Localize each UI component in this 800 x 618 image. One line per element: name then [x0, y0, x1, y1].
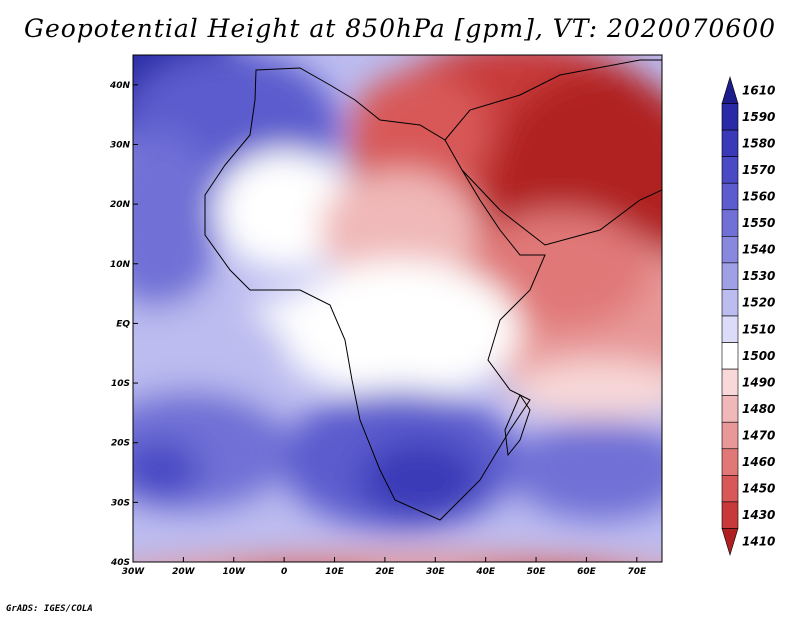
y-tick-label: 10S [111, 379, 130, 389]
x-tick-label: 10E [325, 567, 345, 577]
x-axis: 30W 20W 10W 0 10E 20E 30E 40E 50E 60E 70E [122, 557, 647, 577]
colorbar-label: 1550 [742, 216, 775, 230]
colorbar-label: 1540 [742, 243, 775, 257]
colorbar-swatch [721, 528, 739, 557]
y-tick-label: 30N [110, 140, 131, 150]
colorbar-label: 1490 [742, 375, 775, 389]
colorbar-swatch [721, 315, 739, 343]
grads-credit: GrADS: IGES/COLA [6, 604, 93, 614]
colorbar-swatch [721, 209, 739, 237]
colorbar-label: 1410 [742, 535, 775, 549]
y-tick-label: 20N [110, 200, 131, 210]
x-tick-label: 10W [223, 567, 247, 577]
colorbar-label: 1430 [742, 508, 775, 522]
x-tick-label: 70E [627, 567, 647, 577]
colorbar-label: 1580 [742, 136, 775, 150]
y-tick-label: 40N [109, 81, 131, 91]
x-tick-label: 20E [376, 567, 396, 577]
x-tick-label: 20W [172, 567, 196, 577]
colorbar-swatch [721, 395, 739, 423]
colorbar-swatch [721, 75, 739, 104]
y-tick-label: 20S [111, 439, 130, 449]
colorbar-swatch [721, 103, 739, 131]
colorbar-swatch [721, 448, 739, 476]
colorbar-swatch [721, 129, 739, 157]
colorbar-swatch [721, 289, 739, 317]
x-tick-label: 40E [475, 567, 496, 577]
coastlines [204, 59, 662, 521]
x-tick-label: 30E [426, 567, 446, 577]
y-tick-label: 30S [111, 498, 130, 508]
colorbar-label: 1510 [742, 322, 775, 336]
colorbar: 1610 1590 1580 1570 1560 1550 1540 1530 1520 1510… [721, 75, 775, 557]
colorbar-label: 1480 [742, 402, 775, 416]
colorbar-label: 1530 [742, 269, 775, 283]
map-title: Geopotential Height at 850hPa [gpm], VT:… [23, 14, 777, 43]
colorbar-swatch [721, 342, 739, 370]
colorbar-swatch [721, 501, 739, 529]
colorbar-label: 1470 [742, 429, 775, 443]
colorbar-swatch [721, 421, 739, 450]
colorbar-swatch [721, 182, 739, 211]
x-tick-label: 50E [527, 567, 547, 577]
colorbar-label: 1560 [742, 190, 775, 204]
y-tick-label: 10N [110, 260, 131, 270]
colorbar-label: 1460 [742, 455, 775, 469]
colorbar-label: 1450 [742, 482, 775, 496]
colorbar-swatch [721, 156, 739, 184]
colorbar-swatch [721, 236, 739, 264]
colorbar-label: 1590 [742, 110, 775, 124]
height-field [133, 55, 662, 562]
map-frame [132, 54, 663, 563]
colorbar-label: 1520 [742, 296, 775, 310]
y-tick-label: 40S [110, 558, 130, 568]
colorbar-label: 1610 [742, 83, 775, 97]
y-tick-label: EQ [116, 319, 130, 329]
x-tick-label: 0 [281, 567, 287, 577]
colorbar-label: 1570 [742, 163, 775, 177]
x-tick-label: 60E [577, 567, 597, 577]
colorbar-label: 1500 [742, 349, 775, 363]
colorbar-swatch [721, 368, 739, 396]
colorbar-swatch [721, 262, 739, 290]
y-axis: 40S 30S 20S 10S EQ 10N 20N 30N 40N [109, 81, 138, 568]
colorbar-swatch [721, 475, 739, 503]
x-tick-label: 30W [122, 567, 146, 577]
